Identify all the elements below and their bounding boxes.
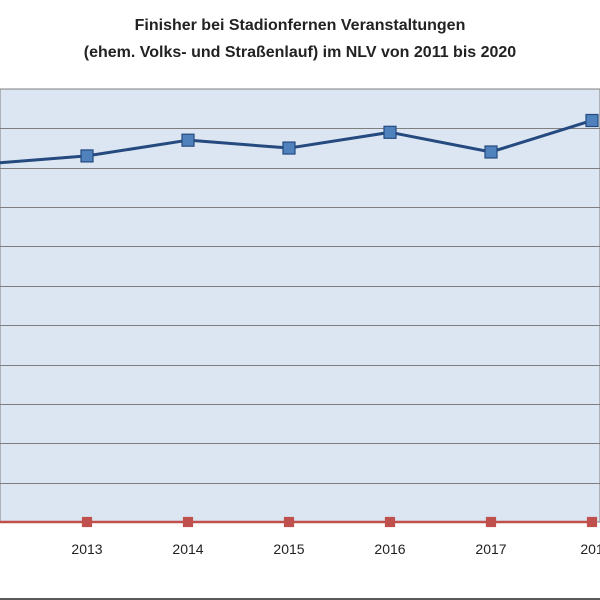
x-tick-label: 2013 xyxy=(71,541,102,557)
series-2-marker xyxy=(81,516,93,528)
series-1-marker xyxy=(181,133,195,147)
series-1-marker xyxy=(383,125,397,139)
chart-title-line-2: (ehem. Volks- und Straßenlauf) im NLV vo… xyxy=(83,44,517,61)
x-tick-label: 201 xyxy=(580,541,600,557)
plot-area xyxy=(0,88,600,523)
x-tick-label: 2015 xyxy=(273,541,304,557)
x-tick-label: 2014 xyxy=(172,541,203,557)
series-2-marker xyxy=(384,516,396,528)
chart-title-line-1: Finisher bei Stadionfernen Veranstaltung… xyxy=(134,17,466,34)
x-tick-label: 2017 xyxy=(475,541,506,557)
series-2-marker xyxy=(283,516,295,528)
series-1-marker xyxy=(484,145,498,159)
series-2-marker xyxy=(485,516,497,528)
series-2-marker xyxy=(182,516,194,528)
series-2-marker xyxy=(586,516,598,528)
series-1-marker xyxy=(585,113,599,128)
series-1-marker xyxy=(80,149,94,163)
x-tick-label: 2016 xyxy=(374,541,405,557)
series-1-marker xyxy=(282,141,296,155)
chart-title: Finisher bei Stadionfernen Veranstaltung… xyxy=(0,12,600,66)
